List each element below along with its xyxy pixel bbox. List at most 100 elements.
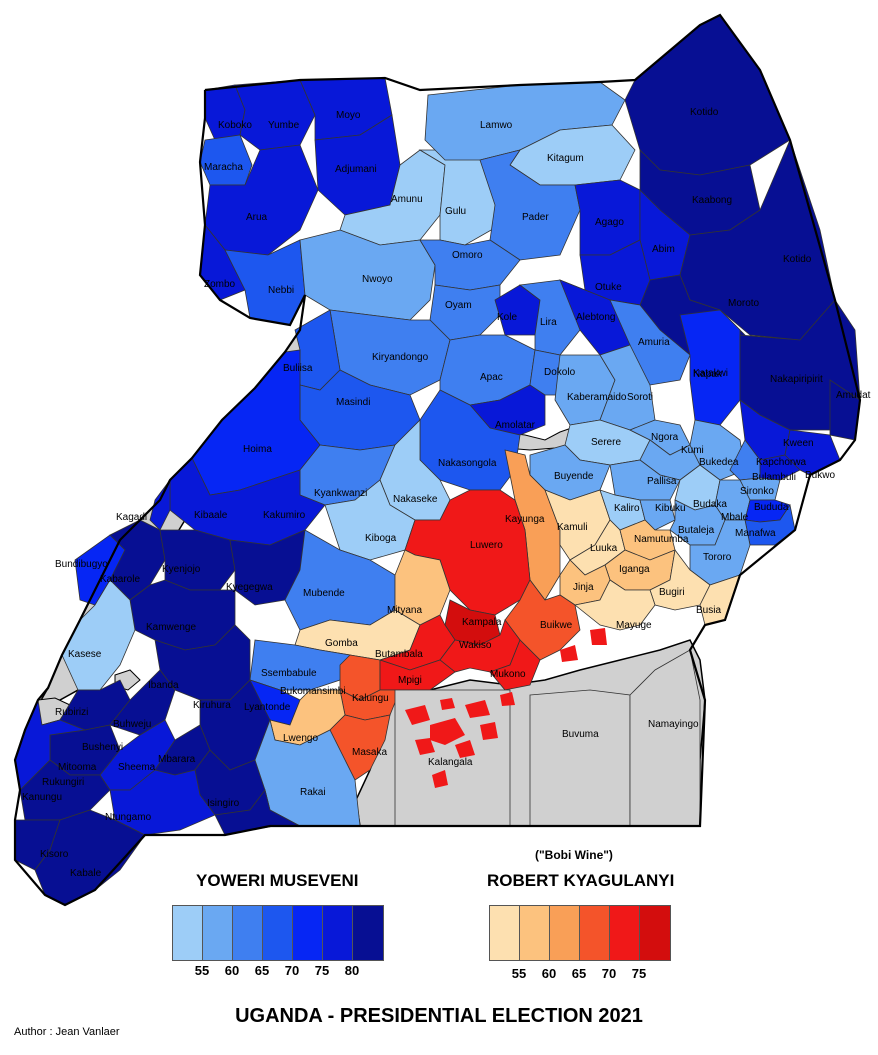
label-wakiso: Wakiso	[459, 640, 492, 651]
label-moyo: Moyo	[336, 110, 361, 121]
label-mpigi: Mpigi	[398, 675, 422, 686]
country-border	[13, 13, 862, 907]
label-kole: Kole	[497, 312, 517, 323]
label-kitagum: Kitagum	[547, 153, 584, 164]
tick-label: 65	[571, 966, 587, 981]
label-kabale: Kabale	[70, 868, 102, 879]
island	[465, 700, 490, 718]
legend-kyagulanyi-swatch	[550, 906, 580, 960]
label-gulu: Gulu	[445, 206, 466, 217]
label-luuka: Luuka	[590, 543, 618, 554]
label-bukedea: Bukedea	[699, 457, 739, 468]
label-ssembabule: Ssembabule	[261, 668, 317, 679]
label-budaka: Budaka	[693, 499, 727, 510]
kalangala-islands	[405, 628, 607, 788]
legend-museveni-swatch	[173, 906, 203, 960]
label-masaka: Masaka	[352, 747, 387, 758]
label-luwero: Luwero	[470, 540, 503, 551]
label-tororo: Tororo	[703, 552, 732, 563]
legend-kyagulanyi-swatch	[520, 906, 550, 960]
label-ngora: Ngora	[651, 432, 679, 443]
district-maracha	[199, 134, 253, 186]
label-kagadi: Kagadi	[116, 512, 147, 523]
legend-museveni-scale	[172, 905, 384, 961]
label-butaleja: Butaleja	[678, 525, 715, 536]
island	[590, 628, 607, 645]
legend-kyagulanyi-swatch	[580, 906, 610, 960]
label-nakasongola: Nakasongola	[438, 458, 497, 469]
label-koboko: Koboko	[218, 120, 252, 131]
map-title: UGANDA - PRESIDENTIAL ELECTION 2021	[235, 1005, 643, 1027]
label-bulambuli: Bulambuli	[752, 472, 796, 483]
label-soroti: Soroti	[627, 392, 653, 403]
island	[480, 722, 498, 740]
label-bundibugyo: Bundibugyo	[55, 559, 108, 570]
label-kyenjojo: Kyenjojo	[162, 564, 201, 575]
district-yumbe	[234, 79, 316, 151]
label-busia: Busia	[696, 605, 721, 616]
district-kaabong	[624, 14, 791, 176]
label-buikwe: Buikwe	[540, 620, 573, 631]
label-kayunga: Kayunga	[505, 514, 545, 525]
tick-label: 60	[541, 966, 557, 981]
label-kamwenge: Kamwenge	[146, 622, 196, 633]
legend-kyagulanyi-scale	[489, 905, 671, 961]
label-zombo: Zombo	[204, 279, 236, 290]
label-nakaseke: Nakaseke	[393, 494, 438, 505]
legend-kyagulanyi-nickname: ("Bobi Wine")	[535, 848, 613, 862]
district-labels: Koboko Yumbe Moyo Maracha Adjumani Arua …	[22, 107, 871, 879]
label-bukwo: Bukwo	[805, 470, 835, 481]
label-isingiro: Isingiro	[207, 798, 240, 809]
label-rubirizi: Rubirizi	[55, 707, 88, 718]
label-gomba: Gomba	[325, 638, 358, 649]
legend-museveni-swatch	[323, 906, 353, 960]
legend-museveni-title: YOWERI MUSEVENI	[196, 871, 359, 890]
label-sironko: Sironko	[740, 486, 774, 497]
label-lwengo: Lwengo	[283, 733, 318, 744]
label-mukono: Mukono	[490, 669, 526, 680]
label-mbale: Mbale	[721, 512, 749, 523]
label-omoro: Omoro	[452, 250, 483, 261]
label-hoima: Hoima	[243, 444, 272, 455]
label-buvuma: Buvuma	[562, 729, 599, 740]
legend-kyagulanyi-ticks: 55 60 65 70 75	[489, 966, 669, 984]
label-kisoro: Kisoro	[40, 849, 69, 860]
district-kibuku	[639, 499, 676, 531]
label-apac: Apac	[480, 372, 503, 383]
label-amolatar: Amolatar	[495, 420, 536, 431]
label-nebbi: Nebbi	[268, 285, 294, 296]
island	[405, 705, 430, 725]
label-nwoyo: Nwoyo	[362, 274, 393, 285]
label-serere: Serere	[591, 437, 621, 448]
tick-label: 75	[314, 963, 330, 978]
label-kiryandongo: Kiryandongo	[372, 352, 429, 363]
island	[560, 645, 578, 662]
label-amudat: Amudat	[836, 390, 871, 401]
label-amuria: Amuria	[638, 337, 670, 348]
label-kaliro: Kaliro	[614, 503, 640, 514]
label-mayuge: Mayuge	[616, 620, 652, 631]
label-katakwi: Katakwi	[693, 368, 728, 379]
label-kibaale: Kibaale	[194, 510, 228, 521]
label-ntungamo: Ntungamo	[105, 812, 152, 823]
island	[415, 738, 435, 755]
island	[455, 740, 475, 758]
label-amunu: Amunu	[391, 194, 423, 205]
label-kotido-2: Kotido	[783, 254, 812, 265]
label-manafwa: Manafwa	[735, 528, 776, 539]
label-lira: Lira	[540, 317, 557, 328]
legend-kyagulanyi-swatch	[610, 906, 640, 960]
label-adjumani: Adjumani	[335, 164, 377, 175]
tick-label: 70	[601, 966, 617, 981]
label-moroto: Moroto	[728, 298, 760, 309]
label-kamuli: Kamuli	[557, 522, 588, 533]
label-bushenyi: Bushenyi	[82, 742, 123, 753]
district-kamwenge	[129, 579, 236, 651]
label-arua: Arua	[246, 212, 268, 223]
label-kyegegwa: Kyegegwa	[226, 582, 273, 593]
label-kaberamaido: Kaberamaido	[567, 392, 627, 403]
label-kapchorwa: Kapchorwa	[756, 457, 806, 468]
label-maracha: Maracha	[204, 162, 243, 173]
tick-label: 70	[284, 963, 300, 978]
